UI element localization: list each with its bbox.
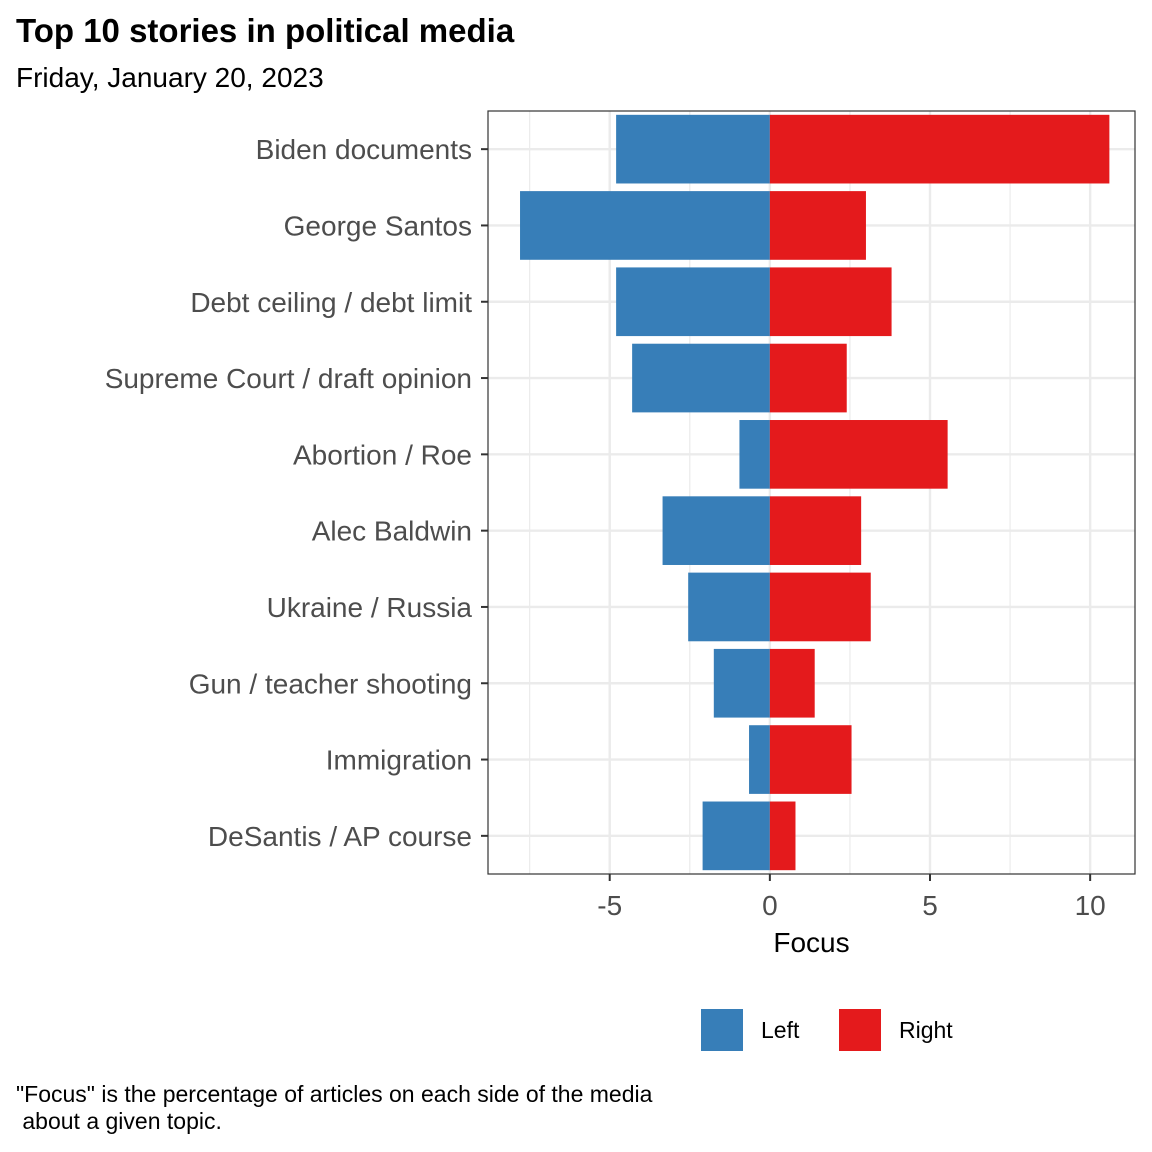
bar-right-3 <box>769 343 847 413</box>
bar-right-8 <box>769 725 852 794</box>
bar-left-9 <box>702 801 770 871</box>
y-tick-label: Debt ceiling / debt limit <box>190 287 472 318</box>
bar-left-5 <box>662 496 770 565</box>
y-tick-label: Ukraine / Russia <box>267 592 473 623</box>
chart-subtitle: Friday, January 20, 2023 <box>16 62 324 93</box>
bar-right-4 <box>769 420 948 489</box>
y-tick-label: Immigration <box>326 745 472 776</box>
plot-border <box>487 110 1136 875</box>
x-tick-label: 10 <box>1075 890 1106 921</box>
x-tick-label: -5 <box>597 890 622 921</box>
y-tick-label: Gun / teacher shooting <box>189 668 472 699</box>
x-axis-title: Focus <box>773 927 849 958</box>
y-tick-label: Supreme Court / draft opinion <box>105 363 472 394</box>
legend-key-left <box>701 1009 743 1051</box>
chart-caption: "Focus" is the percentage of articles on… <box>16 1081 653 1134</box>
bar-left-0 <box>616 114 770 184</box>
bar-right-7 <box>769 648 815 718</box>
legend-key-right <box>839 1009 881 1051</box>
y-tick-label: DeSantis / AP course <box>208 821 472 852</box>
y-tick-label: George Santos <box>284 210 472 241</box>
bar-left-8 <box>749 725 770 794</box>
bar-left-6 <box>688 572 770 642</box>
bar-right-1 <box>769 191 866 260</box>
x-tick-label: 0 <box>762 890 778 921</box>
bar-right-0 <box>769 114 1110 184</box>
bar-left-1 <box>520 191 770 260</box>
bar-left-4 <box>739 420 770 489</box>
bar-right-6 <box>769 572 871 642</box>
bar-right-2 <box>769 267 892 337</box>
legend-label-right: Right <box>899 1017 953 1043</box>
bar-left-7 <box>713 648 770 718</box>
bar-right-5 <box>769 496 862 565</box>
bar-left-3 <box>632 343 770 413</box>
bar-right-9 <box>769 801 796 871</box>
y-tick-label: Biden documents <box>256 134 472 165</box>
x-tick-label: 5 <box>922 890 938 921</box>
legend-label-left: Left <box>761 1017 800 1043</box>
bar-left-2 <box>616 267 770 337</box>
y-tick-label: Abortion / Roe <box>293 439 472 470</box>
chart-title: Top 10 stories in political media <box>16 12 515 49</box>
y-tick-label: Alec Baldwin <box>312 516 472 547</box>
